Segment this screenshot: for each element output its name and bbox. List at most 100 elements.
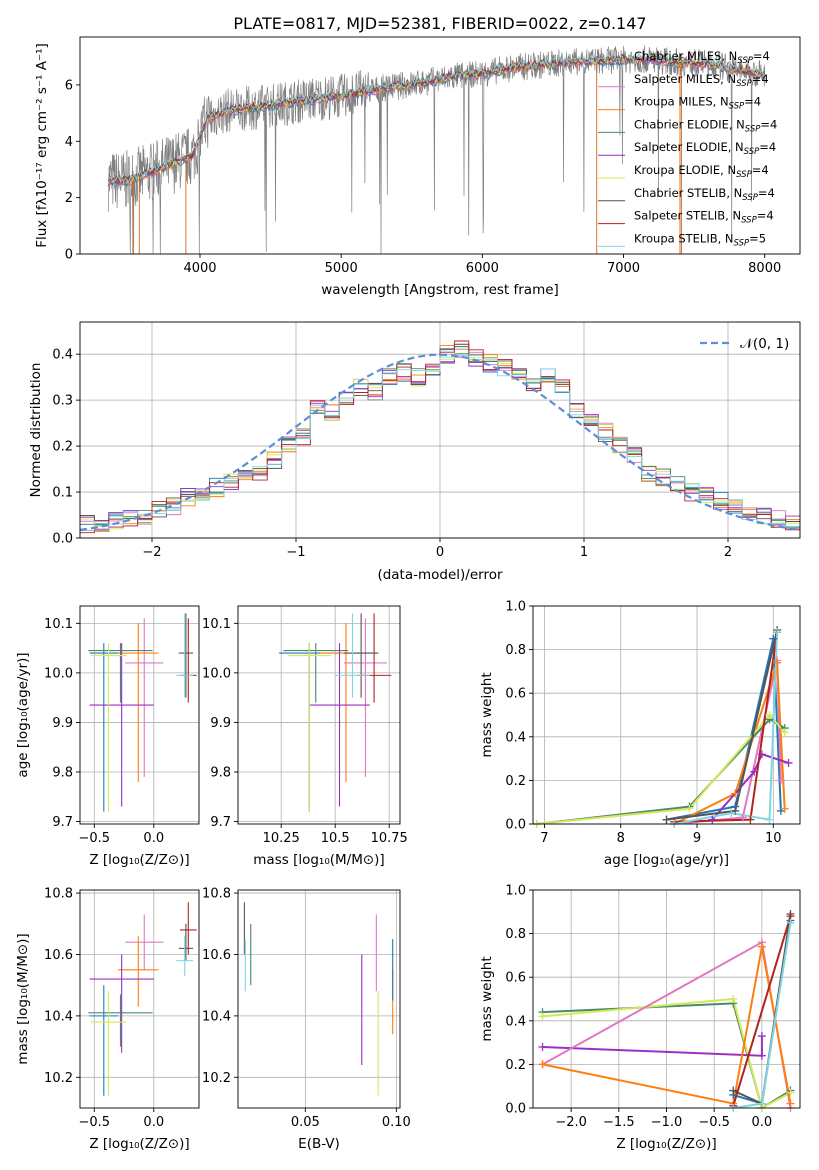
- legend-label: Chabrier ELODIE, NSSP=4: [634, 117, 777, 134]
- weight-marker: [769, 634, 778, 643]
- weight-marker: [780, 804, 789, 813]
- y-tick-label: 1.0: [505, 884, 526, 899]
- model-spectrum-line: [107, 53, 766, 183]
- x-axis-label: age [log₁₀(age/yr)]: [604, 852, 729, 868]
- y-tick-label: 2: [65, 191, 73, 206]
- plot-area: [536, 629, 789, 824]
- legend-label: Salpeter STELIB, NSSP=4: [634, 209, 774, 226]
- panel-spectrum: 4000 5000 6000 7000 8000 0 2 4 6 Chabrier MILES, …: [34, 36, 801, 298]
- y-tick-label: 9.7: [52, 815, 73, 830]
- weight-marker: [731, 789, 740, 798]
- x-tick-label: 0.0: [143, 1115, 164, 1130]
- plot-area: [243, 902, 394, 1096]
- panel-ebv_mass: 0.05 0.10 10.2 10.4 10.6 10.8 E(B-V): [202, 887, 411, 1152]
- x-tick-label: 7000: [607, 261, 640, 276]
- weight-marker: [750, 767, 759, 776]
- y-tick-label: 10.4: [202, 1009, 231, 1024]
- plot-area: [88, 613, 197, 812]
- x-tick-label: 0.0: [752, 1115, 773, 1130]
- weight-marker: [757, 1032, 766, 1041]
- weight-line: [536, 718, 786, 824]
- x-tick-label: 8: [617, 831, 625, 846]
- axes-frame: [532, 889, 801, 1109]
- weight-line: [542, 997, 791, 1108]
- legend-label: Kroupa ELODIE, NSSP=4: [634, 163, 769, 180]
- x-tick-label: −2.0: [555, 1115, 587, 1130]
- weight-marker: [773, 628, 782, 637]
- weight-marker: [757, 942, 766, 951]
- weight-marker: [685, 804, 694, 813]
- legend-label: Salpeter ELODIE, NSSP=4: [634, 140, 776, 157]
- y-tick-label: 0.6: [505, 971, 526, 986]
- weight-line: [536, 713, 786, 824]
- x-tick-label: 2: [724, 545, 732, 560]
- y-axis-label: mass weight: [479, 956, 495, 1041]
- x-tick-label: 5000: [325, 261, 358, 276]
- y-tick-label: 0.2: [505, 774, 526, 789]
- x-tick-label: 10.25: [263, 831, 300, 846]
- weight-marker: [786, 1088, 795, 1097]
- weight-marker: [765, 815, 774, 824]
- panel-z_mass: −0.5 0.0 10.2 10.4 10.6 10.8 Z [log₁₀(Z/Z⊙)] ma…: [15, 887, 200, 1152]
- y-tick-label: 9.7: [210, 815, 231, 830]
- x-tick-label: 1: [580, 545, 588, 560]
- weight-marker: [538, 1012, 547, 1021]
- legend: 𝒩(0, 1): [700, 336, 789, 352]
- y-tick-label: 0.4: [52, 348, 73, 363]
- plot-area: [80, 340, 800, 534]
- weight-marker: [738, 813, 747, 822]
- legend-label: Chabrier STELIB, NSSP=4: [634, 186, 775, 203]
- axes-frame: [79, 605, 200, 825]
- x-tick-label: 8000: [748, 261, 781, 276]
- panel-z_age: −0.5 0.0 9.7 9.8 9.9 10.0 10.1 Z [log₁₀(Z/Z⊙)] a…: [15, 605, 200, 868]
- y-tick-label: 0: [65, 248, 73, 263]
- panel-mass_age: 10.25 10.5 10.75 9.7 9.8 9.9 10.0 10.1 mass [log…: [202, 605, 408, 868]
- x-tick-label: 7: [540, 831, 548, 846]
- y-tick-label: 9.9: [52, 716, 73, 731]
- weight-marker: [757, 1051, 766, 1060]
- x-tick-label: 0.05: [291, 1115, 320, 1130]
- x-tick-label: 10.5: [321, 831, 350, 846]
- weight-marker: [786, 918, 795, 927]
- legend-label: Salpeter MILES, NSSP=4: [634, 72, 769, 89]
- weight-marker: [729, 995, 738, 1003]
- y-tick-label: 10.8: [202, 887, 231, 902]
- y-tick-label: 10.2: [44, 1071, 73, 1086]
- y-tick-label: 10.1: [44, 617, 73, 632]
- y-tick-label: 0.1: [52, 486, 73, 501]
- y-tick-label: 0.6: [505, 687, 526, 702]
- weight-line: [732, 915, 792, 1107]
- y-axis-label: Normed distribution: [28, 363, 44, 498]
- legend-label: Kroupa STELIB, NSSP=5: [634, 231, 766, 248]
- y-axis-label: mass [log₁₀(M/M⊙)]: [15, 933, 31, 1064]
- y-tick-label: 0.2: [505, 1058, 526, 1073]
- weight-marker: [765, 711, 774, 719]
- y-tick-label: 0.4: [505, 730, 526, 745]
- legend-label: 𝒩(0, 1): [740, 336, 789, 352]
- plot-area: [107, 45, 766, 254]
- axes-frame: [237, 605, 401, 825]
- y-tick-label: 10.0: [202, 666, 231, 681]
- x-axis-label: (data-model)/error: [377, 567, 503, 583]
- x-tick-label: 6000: [466, 261, 499, 276]
- y-axis-label: Flux [fλ10⁻¹⁷ erg cm⁻² s⁻¹ A⁻¹]: [34, 43, 50, 248]
- x-tick-label: 0.10: [382, 1115, 411, 1130]
- plot-area: [88, 902, 197, 1096]
- y-tick-label: 10.6: [44, 948, 73, 963]
- y-tick-label: 10.8: [44, 887, 73, 902]
- panel-age_weight: 7 8 9 10 0.0 0.2 0.4 0.6 0.8 1.0 age [log₁₀(age/yr…: [479, 600, 801, 868]
- axes-frame: [532, 605, 801, 825]
- x-tick-label: −2: [142, 545, 161, 560]
- weight-marker: [786, 1099, 795, 1108]
- y-axis-label: mass weight: [479, 672, 495, 757]
- x-tick-label: 10: [765, 831, 782, 846]
- x-tick-label: −1.5: [603, 1115, 635, 1130]
- weight-marker: [757, 1099, 766, 1108]
- weight-marker: [776, 776, 785, 785]
- x-tick-label: −1: [286, 545, 305, 560]
- y-tick-label: 9.8: [210, 765, 231, 780]
- weight-marker: [773, 658, 782, 667]
- y-tick-label: 0.0: [505, 818, 526, 833]
- legend-label: Chabrier MILES, NSSP=4: [634, 49, 770, 66]
